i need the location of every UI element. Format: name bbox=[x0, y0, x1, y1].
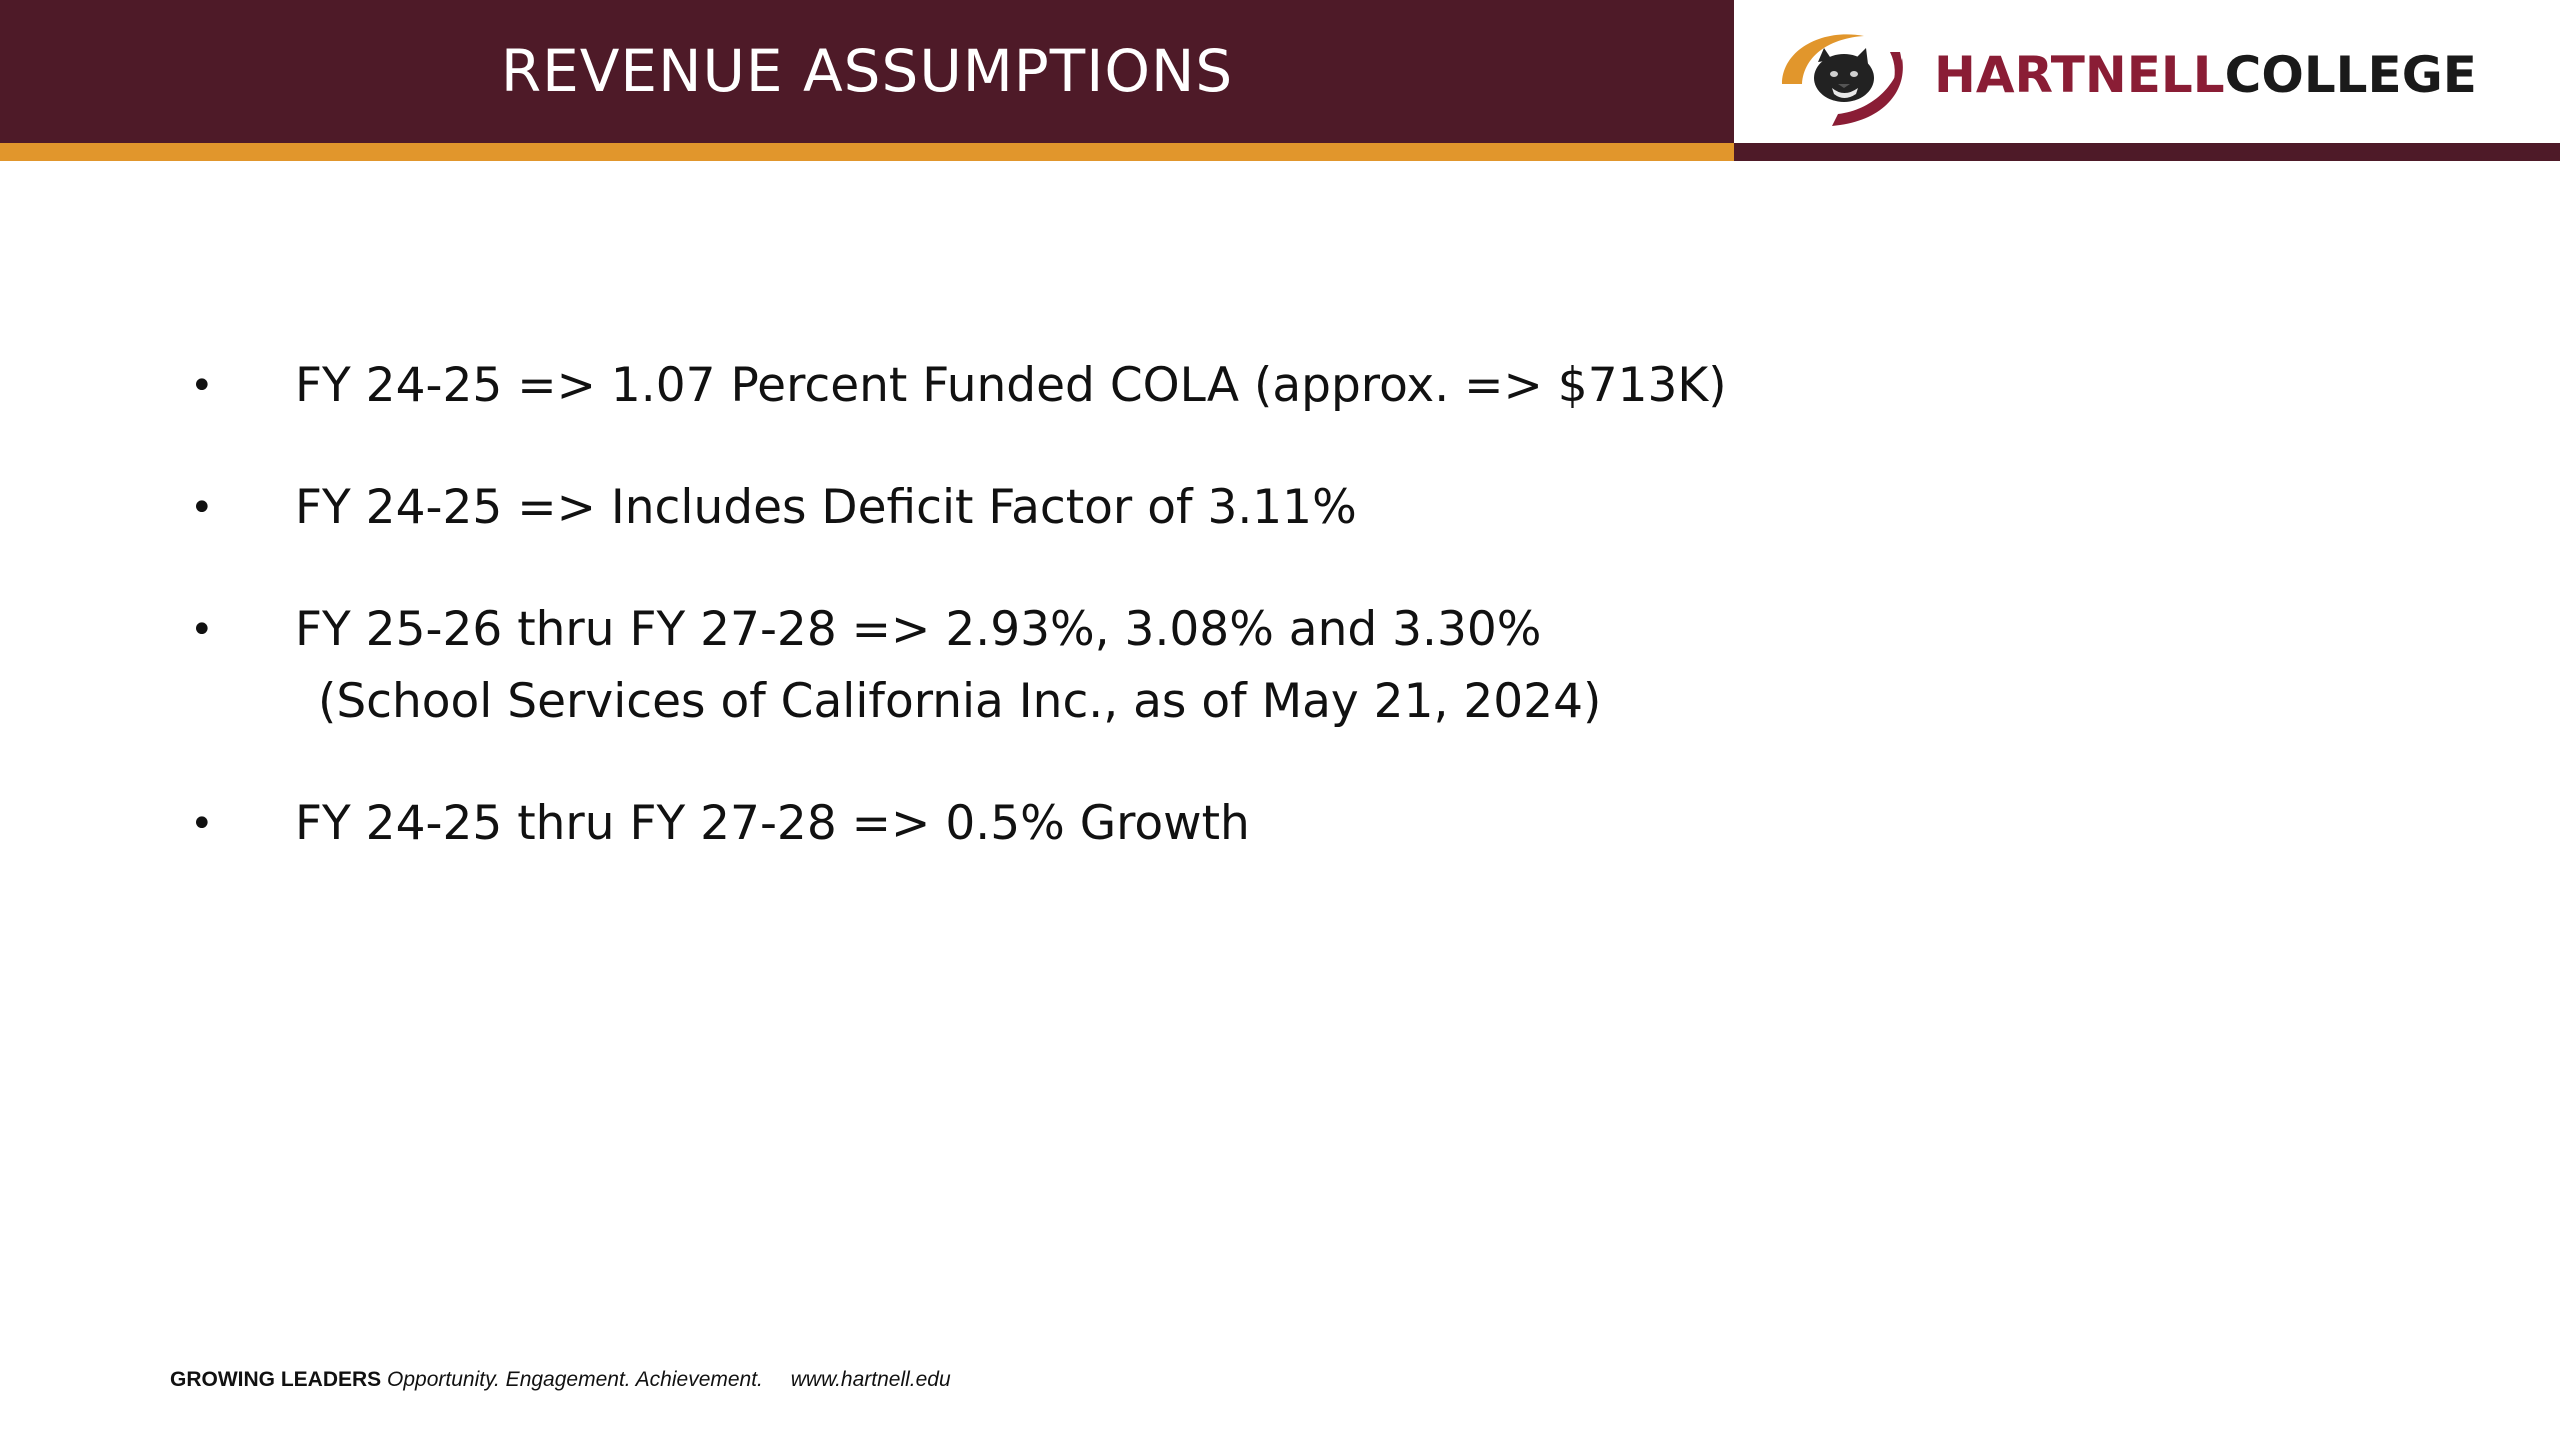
header-band bbox=[0, 0, 1734, 143]
list-item: • FY 24-25 => 1.07 Percent Funded COLA (… bbox=[190, 350, 1727, 422]
footer-slogan: GROWING LEADERS bbox=[170, 1368, 382, 1391]
page-title: REVENUE ASSUMPTIONS bbox=[500, 37, 1234, 105]
bullet-text: FY 24-25 => 1.07 Percent Funded COLA (ap… bbox=[295, 358, 1727, 413]
footer-url: www.hartnell.edu bbox=[790, 1368, 951, 1391]
panther-logo-icon bbox=[1772, 22, 1912, 128]
college-logo: HARTNELLCOLLEGE bbox=[1734, 0, 2560, 143]
bullet-text: FY 24-25 => Includes Deficit Factor of 3… bbox=[295, 480, 1357, 535]
bullet-marker: • bbox=[190, 607, 214, 653]
bullet-subtext: (School Services of California Inc., as … bbox=[318, 674, 1602, 729]
footer-tagline: Opportunity. Engagement. Achievement. bbox=[387, 1368, 763, 1391]
bullet-text: FY 25-26 thru FY 27-28 => 2.93%, 3.08% a… bbox=[295, 602, 1542, 657]
bullet-text: FY 24-25 thru FY 27-28 => 0.5% Growth bbox=[295, 796, 1250, 851]
wordmark-college: COLLEGE bbox=[2224, 46, 2477, 104]
footer: GROWING LEADERS Opportunity. Engagement.… bbox=[170, 1368, 951, 1392]
college-wordmark: HARTNELLCOLLEGE bbox=[1934, 40, 2477, 110]
wordmark-hartnell: HARTNELL bbox=[1934, 46, 2225, 104]
bullet-marker: • bbox=[190, 363, 214, 409]
list-item: • FY 24-25 => Includes Deficit Factor of… bbox=[190, 472, 1357, 544]
bullet-marker: • bbox=[190, 801, 214, 847]
bullet-marker: • bbox=[190, 485, 214, 531]
list-item: • FY 25-26 thru FY 27-28 => 2.93%, 3.08%… bbox=[190, 594, 1601, 738]
header-accent-stripe bbox=[0, 143, 1734, 161]
list-item: • FY 24-25 thru FY 27-28 => 0.5% Growth bbox=[190, 788, 1250, 860]
header-accent-stripe-right bbox=[1734, 143, 2560, 161]
